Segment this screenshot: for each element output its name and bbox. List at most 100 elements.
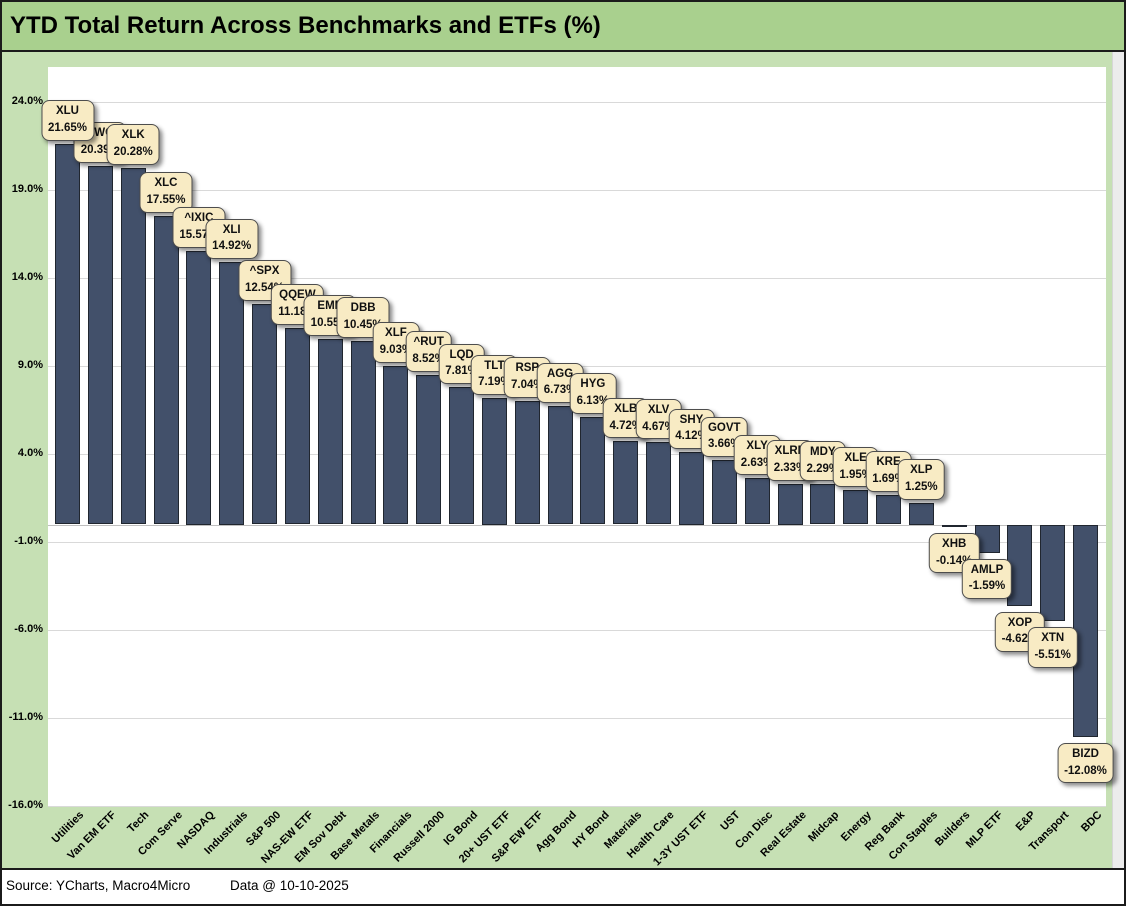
bar — [120, 167, 146, 525]
data-label-callout: AMLP -1.59% — [961, 558, 1013, 599]
source-text: Source: YCharts, Macro4Micro — [6, 878, 191, 893]
callout-value: 7.81% — [445, 365, 478, 378]
callout-value: 4.67% — [642, 420, 675, 433]
callout-value: -12.08% — [1064, 764, 1107, 777]
callout-ticker: AMLP — [970, 563, 1004, 576]
gridline — [48, 190, 1106, 192]
callout-value: 6.73% — [543, 384, 577, 397]
data-label-callout: XLU 21.65% — [40, 100, 95, 141]
callout-value: 7.19% — [478, 376, 511, 389]
callout-ticker: XLE — [844, 451, 867, 464]
bar — [580, 416, 606, 525]
gridline — [48, 542, 1106, 544]
callout-ticker: GOVT — [707, 421, 741, 434]
gridline — [48, 278, 1106, 280]
x-axis-label: BDC — [1078, 809, 1104, 835]
bar — [416, 374, 442, 525]
y-tick-label: -1.0% — [14, 535, 43, 548]
zero-axis-line — [48, 524, 1106, 526]
callout-ticker: XLY — [746, 439, 768, 452]
bar — [908, 502, 934, 525]
bar — [186, 250, 212, 525]
bar — [317, 338, 343, 525]
bar — [252, 303, 277, 525]
callout-ticker: XLP — [910, 464, 933, 477]
callout-value: 6.13% — [576, 394, 610, 407]
callout-ticker: DBB — [350, 302, 376, 315]
gridline — [48, 454, 1106, 456]
y-tick-label: 14.0% — [11, 271, 43, 284]
bar — [613, 441, 639, 525]
callout-ticker: MDY — [810, 445, 836, 458]
callout-value: 1.25% — [904, 480, 938, 493]
y-tick-label: -16.0% — [8, 799, 43, 811]
bar — [87, 165, 113, 525]
bar — [383, 365, 409, 525]
bar — [514, 400, 540, 525]
y-tick-label: 19.0% — [11, 183, 43, 196]
right-gutter — [1112, 52, 1124, 868]
callout-value: 7.04% — [510, 378, 544, 391]
bar — [876, 494, 901, 525]
gridline — [48, 806, 1106, 807]
plot-area: XLU 21.65% VWO 20.39% XLK 20.28% XLC 17.55% ^IXI… — [40, 67, 1114, 807]
callout-ticker: ^SPX — [249, 265, 280, 278]
bar — [481, 398, 507, 525]
bar — [777, 483, 803, 525]
gridline — [48, 102, 1106, 104]
y-tick-label: 4.0% — [17, 447, 43, 460]
callout-ticker: ^RUT — [413, 336, 444, 349]
data-label-callout: XLC 17.55% — [139, 172, 193, 213]
bar — [1073, 524, 1098, 738]
bar — [55, 143, 80, 525]
x-axis-label: Tech — [125, 809, 152, 836]
chart-region: XLU 21.65% VWO 20.39% XLK 20.28% XLC 17.55% ^IXI… — [2, 52, 1124, 868]
callout-ticker: XLK — [121, 129, 145, 142]
bar — [449, 387, 475, 525]
y-tick-label: 24.0% — [11, 95, 43, 108]
callout-ticker: XLU — [55, 105, 79, 118]
callout-ticker: XLC — [154, 177, 178, 190]
data-label-callout: XTN -5.51% — [1027, 627, 1078, 668]
callout-ticker: RSP — [515, 362, 540, 375]
bar — [646, 442, 672, 525]
y-tick-label: -11.0% — [8, 711, 43, 723]
callout-ticker: BIZD — [1072, 748, 1099, 760]
bar — [547, 406, 573, 525]
callout-ticker: TLT — [484, 359, 505, 372]
callout-value: 2.63% — [740, 456, 774, 469]
callout-value: 9.03% — [379, 343, 413, 356]
bar — [843, 490, 869, 525]
callout-ticker: KRE — [876, 456, 901, 469]
callout-ticker: XLRE — [774, 445, 806, 458]
callout-value: 20.28% — [113, 145, 153, 158]
callout-value: 8.52% — [412, 352, 445, 365]
callout-value: 14.92% — [212, 240, 252, 253]
callout-value: -5.51% — [1034, 649, 1071, 662]
callout-value: 4.72% — [609, 419, 643, 432]
callout-value: 4.12% — [675, 430, 708, 443]
callout-value: 21.65% — [47, 121, 88, 134]
bar — [350, 340, 376, 525]
bar — [219, 262, 245, 525]
callout-ticker: LQD — [449, 348, 474, 361]
data-label-callout: XLK 20.28% — [106, 124, 160, 165]
callout-ticker: XLB — [614, 403, 638, 416]
callout-ticker: AGG — [546, 367, 574, 380]
gridline — [48, 718, 1106, 719]
y-tick-label: 9.0% — [17, 359, 43, 372]
footer: Source: YCharts, Macro4Micro Data @ 10-1… — [2, 868, 1124, 904]
data-date-text: Data @ 10-10-2025 — [230, 878, 349, 893]
data-label-callout: XLI 14.92% — [205, 218, 259, 259]
data-label-callout: HYG 6.13% — [569, 373, 617, 414]
callout-ticker: XHB — [942, 537, 967, 550]
callout-ticker: SHY — [679, 413, 704, 426]
callout-value: 3.66% — [707, 438, 741, 451]
callout-ticker: EMB — [317, 300, 343, 313]
data-label-callout: GOVT 3.66% — [700, 416, 748, 458]
callout-value: 17.55% — [146, 194, 186, 207]
x-axis-label: Midcap — [806, 809, 842, 845]
callout-value: 1.69% — [872, 473, 905, 486]
x-axis-label: UST — [718, 809, 743, 834]
